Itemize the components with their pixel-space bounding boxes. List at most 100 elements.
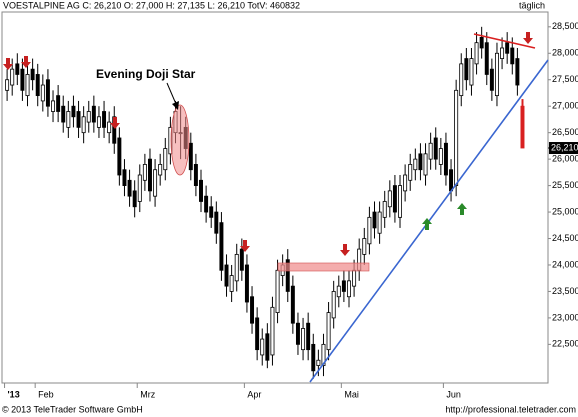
candle-body <box>341 280 346 292</box>
candle-body <box>515 58 520 86</box>
candle-body <box>275 269 280 314</box>
plot-frame <box>1 11 549 384</box>
candle-body <box>239 248 244 271</box>
y-tick-label: 26,500 <box>552 127 578 137</box>
candle-body <box>122 169 127 186</box>
candle-body <box>209 206 214 218</box>
candle-body <box>449 169 454 192</box>
candle-body <box>250 296 255 324</box>
annotation-text: Evening Doji Star <box>96 67 196 81</box>
candle-body <box>362 238 367 255</box>
candle-body <box>199 179 203 202</box>
x-tick-label: Mai <box>344 389 359 399</box>
x-tick-label: Feb <box>38 389 54 399</box>
resistance-trendline <box>473 33 536 49</box>
candle-body <box>61 105 66 123</box>
y-tick-label: 26,000 <box>552 154 578 164</box>
candle-body <box>387 190 392 208</box>
candle-body <box>224 264 229 287</box>
y-tick-label: 23,000 <box>552 312 578 322</box>
candle-body <box>459 63 464 97</box>
candle-body <box>301 328 306 351</box>
candle-body <box>428 142 433 160</box>
candle-body <box>86 111 91 123</box>
candle-body <box>193 164 198 186</box>
candle-body <box>188 142 193 171</box>
candle-body <box>147 158 152 192</box>
y-tick-label: 24,000 <box>552 259 578 269</box>
candle-body <box>331 291 336 319</box>
candle-body <box>295 322 300 345</box>
candle-body <box>153 169 158 197</box>
candle-body <box>443 142 448 176</box>
candle-body <box>347 280 351 298</box>
footer-left: © 2013 TeleTrader Software GmbH <box>2 404 143 414</box>
candle-body <box>204 195 209 213</box>
candle-body <box>403 174 408 192</box>
down-arrow <box>110 117 120 129</box>
candle-body <box>132 190 137 208</box>
candle-body <box>377 211 382 234</box>
candle-body <box>71 105 76 118</box>
candle-body <box>102 111 107 128</box>
resistance-box <box>277 262 370 272</box>
y-tick-label: 27,500 <box>552 74 578 84</box>
candle-body <box>352 269 357 287</box>
candle-body <box>163 148 168 171</box>
candle-body <box>260 338 265 356</box>
period-label: täglich <box>519 0 545 10</box>
candle-body <box>51 100 56 112</box>
candle-body <box>30 68 35 81</box>
candle-body <box>372 211 377 229</box>
candle-body <box>81 116 86 134</box>
candle-body <box>10 68 15 86</box>
x-tick-label: Jun <box>446 389 461 399</box>
candle-body <box>479 37 484 49</box>
candle-body <box>423 153 428 176</box>
doji-highlight <box>170 104 190 176</box>
candle-body <box>321 343 326 366</box>
candle-body <box>66 111 71 128</box>
candle-body <box>45 79 50 107</box>
y-tick-label: 24,500 <box>552 233 578 243</box>
candle-body <box>244 264 249 303</box>
candle-body <box>326 312 331 351</box>
candle-body <box>219 222 224 271</box>
candle-body <box>255 317 260 351</box>
candle-body <box>367 216 372 245</box>
last-price-label: 26,210 <box>551 142 578 152</box>
candle-body <box>96 116 101 128</box>
y-tick-label: 28,500 <box>552 21 578 31</box>
candle-body <box>76 111 81 128</box>
candle-body <box>35 74 40 97</box>
candle-body <box>56 95 61 112</box>
candle-body <box>229 275 234 292</box>
y-tick-label: 25,000 <box>552 206 578 216</box>
candle-body <box>408 164 413 181</box>
candle-body <box>316 359 321 366</box>
candle-body <box>285 259 290 292</box>
candle-body <box>382 201 387 218</box>
candle-body <box>91 105 96 123</box>
y-tick-label: 23,500 <box>552 286 578 296</box>
candle-body <box>392 185 397 213</box>
candle-body <box>494 52 499 97</box>
candle-body <box>270 306 275 356</box>
y-tick-label: 28,000 <box>552 48 578 58</box>
candle-body <box>306 322 311 351</box>
candle-body <box>510 47 515 65</box>
candle-body <box>500 47 505 59</box>
candle-body <box>520 105 525 149</box>
x-tick-label: Apr <box>247 389 261 399</box>
down-arrow <box>240 240 250 252</box>
candle-body <box>418 153 423 171</box>
y-tick-label: 22,500 <box>552 339 578 349</box>
candle-body <box>454 89 459 186</box>
chart-title: VOESTALPINE AG C: 26,210 O: 27,000 H: 27… <box>3 0 300 10</box>
up-arrow <box>457 203 467 215</box>
candle-body <box>433 137 438 160</box>
candle-body <box>127 179 132 197</box>
candle-body <box>5 79 10 91</box>
candle-body <box>484 42 489 75</box>
